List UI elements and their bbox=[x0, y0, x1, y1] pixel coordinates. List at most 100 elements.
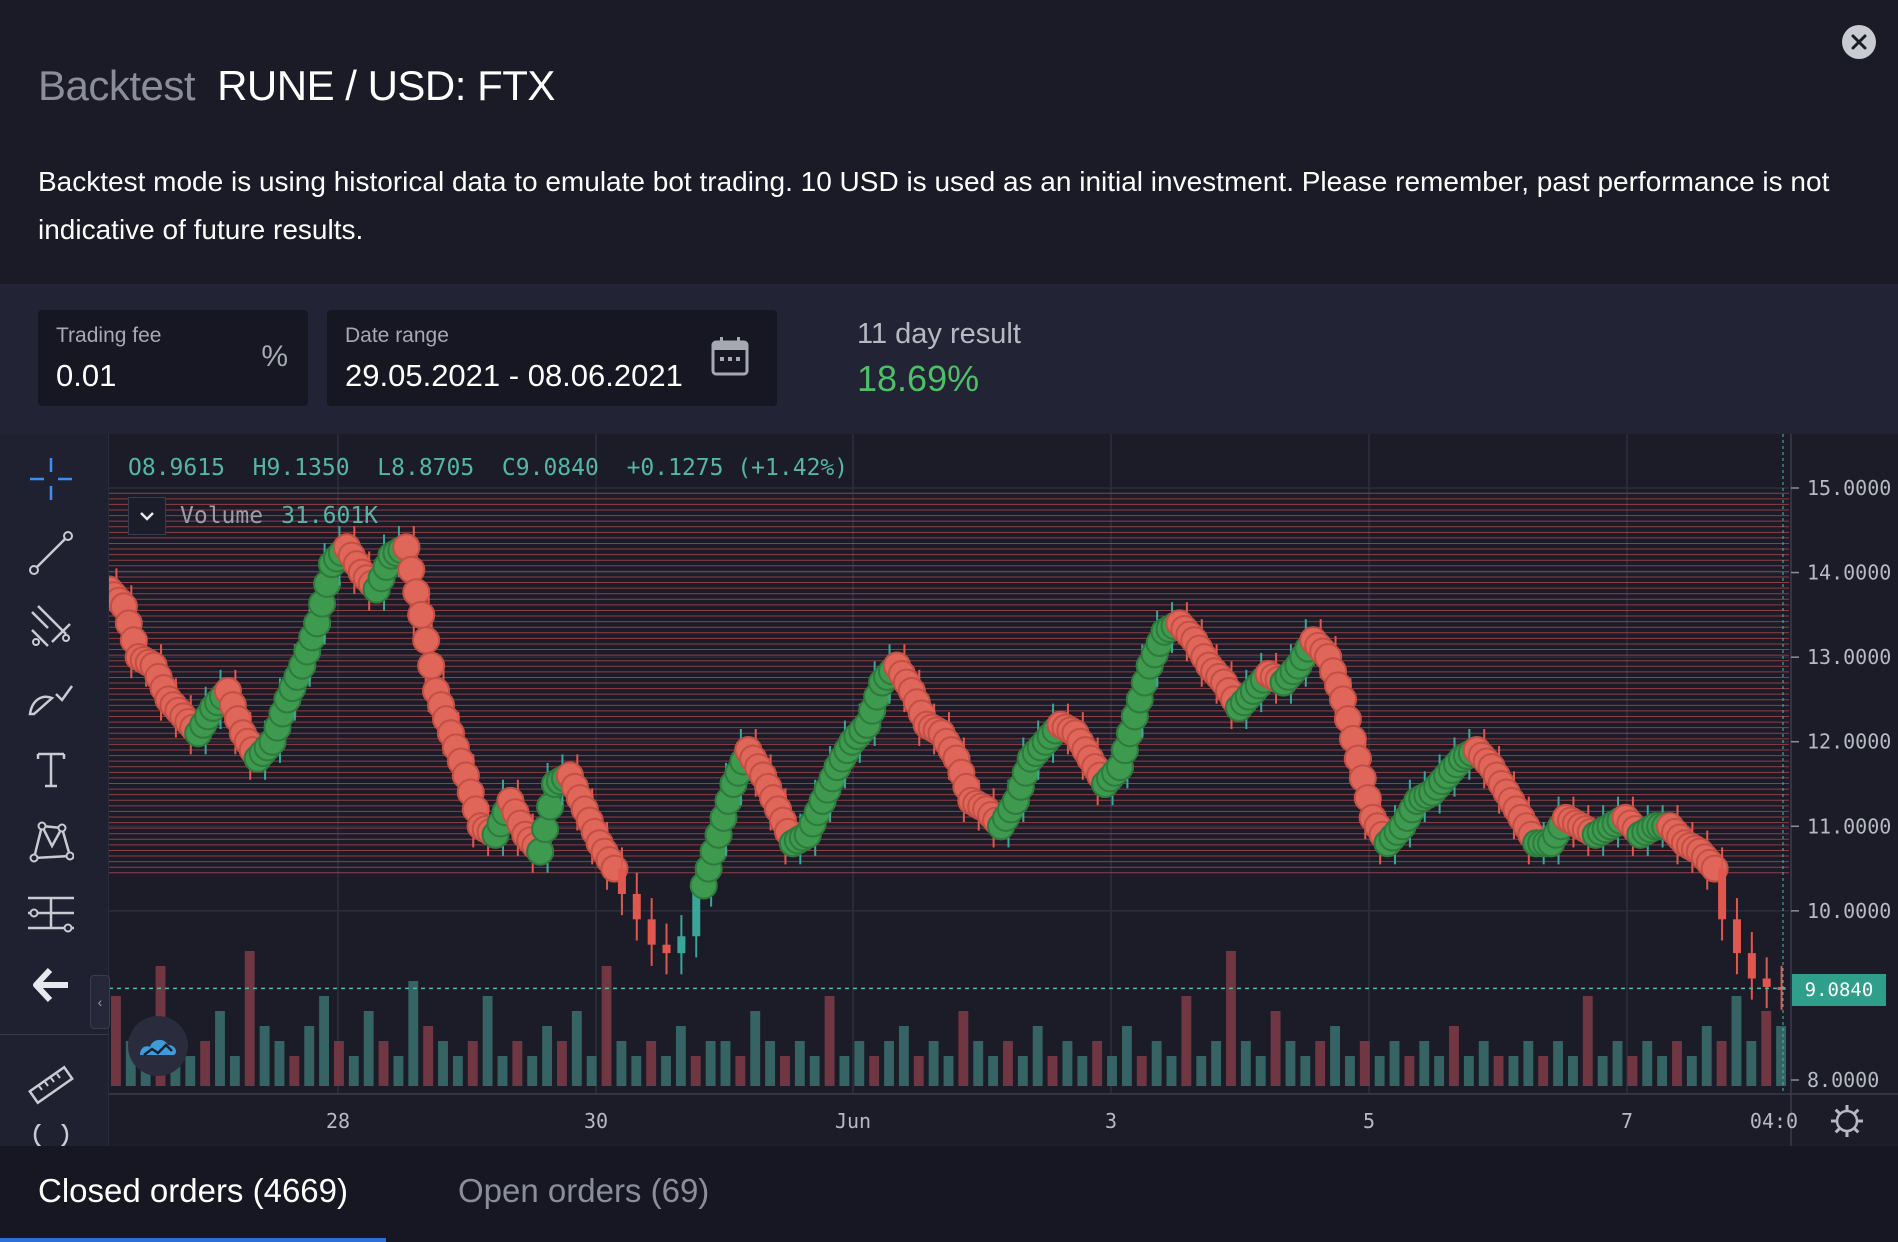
x-tick-label: 30 bbox=[584, 1109, 608, 1133]
volume-bar bbox=[1686, 1056, 1697, 1086]
backtest-description: Backtest mode is using historical data t… bbox=[38, 166, 1830, 245]
volume-legend: Volume 31.601K bbox=[128, 496, 378, 536]
brush-icon[interactable] bbox=[26, 672, 76, 722]
volume-bar bbox=[1062, 1041, 1073, 1086]
date-range-value[interactable]: 29.05.2021 - 08.06.2021 bbox=[345, 358, 683, 393]
volume-bar bbox=[1523, 1041, 1534, 1086]
trend-line-icon[interactable] bbox=[26, 528, 76, 578]
volume-bar bbox=[571, 1011, 582, 1086]
volume-bar bbox=[1270, 1011, 1281, 1086]
y-tick-label: 10.0000 bbox=[1807, 899, 1891, 923]
trading-fee-field[interactable]: Trading fee 0.01 % bbox=[38, 310, 308, 406]
date-range-field[interactable]: Date range 29.05.2021 - 08.06.2021 bbox=[327, 310, 777, 406]
volume-bar bbox=[1538, 1056, 1549, 1086]
volume-bar bbox=[334, 1041, 344, 1086]
candle-body bbox=[1762, 978, 1771, 987]
ohlc-close: C9.0840 bbox=[501, 455, 599, 481]
volume-bar bbox=[705, 1041, 716, 1086]
ruler-icon[interactable] bbox=[26, 1060, 76, 1110]
chevron-down-icon[interactable] bbox=[128, 497, 166, 535]
volume-bar bbox=[1211, 1041, 1222, 1086]
volume-bar bbox=[111, 996, 121, 1086]
back-arrow-icon[interactable] bbox=[26, 960, 76, 1010]
volume-bar bbox=[586, 1056, 597, 1086]
volume-bar bbox=[215, 1011, 225, 1086]
percent-suffix: % bbox=[261, 340, 288, 373]
volume-bar bbox=[809, 1056, 820, 1086]
volume-bar bbox=[690, 1056, 701, 1086]
volume-bar bbox=[527, 1056, 538, 1086]
title-prefix: Backtest bbox=[38, 62, 196, 109]
volume-bar bbox=[452, 1056, 463, 1086]
tradingview-logo-icon[interactable] bbox=[128, 1016, 188, 1076]
tab-closed-orders[interactable]: Closed orders (4669) bbox=[38, 1172, 348, 1209]
volume-bar bbox=[898, 1026, 909, 1086]
volume-bar bbox=[304, 1026, 315, 1086]
trade-marker bbox=[417, 651, 446, 680]
toolbar-divider bbox=[0, 1034, 108, 1035]
volume-bar bbox=[1419, 1041, 1430, 1086]
volume-bar bbox=[1434, 1056, 1445, 1086]
active-tab-indicator bbox=[0, 1238, 386, 1242]
x-tick-label: 28 bbox=[326, 1109, 350, 1133]
pattern-icon[interactable] bbox=[26, 816, 76, 866]
volume-bar bbox=[1077, 1056, 1088, 1086]
volume-bar bbox=[289, 1056, 300, 1086]
candlestick-chart[interactable]: 15.0000 14.0000 13.0000 12.0000 11.0000 10.00… bbox=[95, 434, 1898, 1146]
volume-bar bbox=[1330, 1026, 1340, 1086]
volume-bar bbox=[244, 951, 255, 1086]
title-pair: RUNE / USD: FTX bbox=[217, 62, 555, 109]
trading-fee-value[interactable]: 0.01 bbox=[56, 358, 117, 393]
volume-bar bbox=[393, 1056, 404, 1086]
volume-bar bbox=[973, 1041, 984, 1086]
volume-bar bbox=[1181, 996, 1192, 1086]
volume-bar bbox=[408, 981, 419, 1086]
calendar-icon[interactable] bbox=[711, 336, 749, 381]
x-tick-label: 7 bbox=[1621, 1109, 1633, 1133]
y-tick-label: 15.0000 bbox=[1807, 476, 1891, 500]
date-range-label: Date range bbox=[345, 324, 449, 347]
candle-body bbox=[632, 893, 641, 920]
crosshair-icon[interactable] bbox=[26, 454, 76, 504]
magnet-icon[interactable] bbox=[26, 1124, 76, 1146]
volume-bar bbox=[1553, 1041, 1563, 1086]
settings-gear-icon[interactable] bbox=[1835, 1109, 1859, 1133]
volume-bar bbox=[259, 1026, 270, 1086]
volume-bar bbox=[750, 1011, 761, 1086]
candle-body bbox=[1732, 919, 1741, 954]
pitchfork-icon[interactable] bbox=[26, 600, 76, 650]
volume-bar bbox=[601, 966, 612, 1086]
ohlc-legend: O8.9615 H9.1350 L8.8705 C9.0840 +0.1275 … bbox=[128, 455, 848, 481]
page-title: Backtest RUNE / USD: FTX bbox=[38, 62, 555, 110]
volume-bar bbox=[631, 1056, 642, 1086]
candle-body bbox=[662, 944, 671, 954]
orders-tabs: Closed orders (4669) Open orders (69) bbox=[0, 1146, 1898, 1242]
close-icon[interactable] bbox=[1842, 25, 1876, 59]
volume-label: Volume bbox=[180, 503, 264, 529]
x-tick-label: 3 bbox=[1105, 1109, 1117, 1133]
measure-range-icon[interactable] bbox=[26, 888, 76, 938]
volume-bar bbox=[423, 1026, 434, 1086]
volume-bar bbox=[348, 1056, 359, 1086]
volume-bar bbox=[988, 1056, 999, 1086]
tab-open-orders[interactable]: Open orders (69) bbox=[458, 1172, 710, 1209]
volume-bar bbox=[1597, 1056, 1608, 1086]
x-tick-label: Jun bbox=[835, 1109, 871, 1133]
volume-bar bbox=[1300, 1056, 1311, 1086]
result-value: 18.69% bbox=[857, 358, 980, 399]
ohlc-change: +0.1275 (+1.42%) bbox=[626, 455, 849, 481]
volume-value: 31.601K bbox=[281, 503, 379, 529]
ohlc-open: O8.9615 bbox=[128, 455, 225, 481]
price-chart[interactable]: 15.0000 14.0000 13.0000 12.0000 11.0000 10.00… bbox=[95, 434, 1898, 1146]
volume-bar bbox=[1761, 1011, 1772, 1086]
volume-bar bbox=[928, 1041, 939, 1086]
volume-bar bbox=[185, 1056, 196, 1086]
volume-bar bbox=[1196, 1056, 1207, 1086]
trade-marker bbox=[526, 837, 555, 866]
text-tool-icon[interactable] bbox=[26, 744, 76, 794]
volume-bar bbox=[794, 1041, 805, 1086]
volume-bar bbox=[1315, 1041, 1326, 1086]
volume-bar bbox=[1092, 1041, 1103, 1086]
collapse-toolbar-icon[interactable]: ‹ bbox=[90, 975, 110, 1029]
volume-bar bbox=[1017, 1056, 1028, 1086]
